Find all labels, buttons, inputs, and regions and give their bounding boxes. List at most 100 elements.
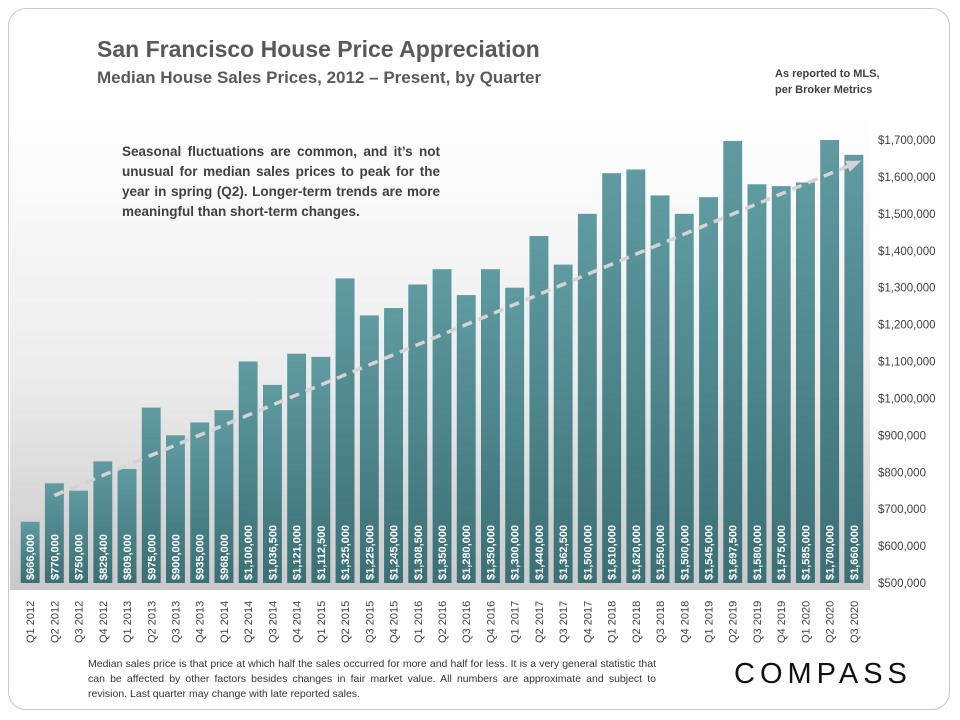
x-tick-label: Q2 2015 — [340, 601, 352, 643]
x-axis: Q1 2012 Q2 2012 Q3 2012 Q4 2012 Q1 2013 Q2 20… — [25, 601, 861, 643]
data-label: $1,697,500 — [728, 525, 740, 580]
x-tick-label: Q1 2018 — [607, 601, 619, 643]
y-tick-label: $1,100,000 — [878, 357, 936, 369]
x-tick-label: Q3 2012 — [74, 601, 86, 643]
data-label: $1,325,000 — [340, 525, 352, 580]
data-label: $1,660,000 — [849, 525, 861, 580]
bar-q1-2013 — [117, 468, 137, 583]
bar-q3-2016 — [456, 295, 476, 583]
x-tick-label: Q2 2013 — [146, 601, 158, 643]
x-tick-label: Q4 2014 — [292, 601, 304, 643]
y-tick-label: $1,400,000 — [878, 246, 936, 258]
bar-q2-2016 — [432, 269, 452, 583]
x-tick-label: Q3 2016 — [461, 601, 473, 643]
seasonal-annotation: Seasonal fluctuations are common, and it… — [122, 144, 440, 219]
bar-q2-2020 — [820, 140, 840, 583]
bar-q3-2014 — [263, 384, 282, 583]
y-tick-label: $1,300,000 — [878, 283, 936, 295]
data-label: $1,550,000 — [655, 525, 667, 580]
bar-q3-2013 — [166, 435, 185, 583]
x-tick-label: Q1 2012 — [25, 601, 37, 643]
bar-q1-2017 — [505, 287, 525, 583]
data-label: $1,350,000 — [486, 525, 498, 580]
data-label: $1,545,000 — [704, 525, 716, 580]
x-tick-label: Q4 2012 — [98, 601, 110, 643]
y-tick-label: $1,700,000 — [878, 135, 936, 147]
trend-arrow-head — [845, 160, 862, 172]
data-label: $1,245,000 — [389, 525, 401, 580]
x-tick-label: Q3 2014 — [267, 601, 279, 643]
y-tick-label: $600,000 — [878, 541, 926, 553]
data-label: $935,000 — [195, 534, 207, 580]
trend-line — [53, 160, 859, 498]
data-label: $968,000 — [219, 534, 231, 580]
y-tick-label: $800,000 — [878, 467, 926, 479]
data-label: $1,036,500 — [267, 525, 279, 580]
data-label: $975,000 — [146, 534, 158, 580]
data-labels-layer: $666,000 $770,000 $750,000 $829,400 $809,000… — [25, 525, 861, 580]
x-tick-label: Q2 2012 — [49, 601, 61, 643]
bar-q3-2018 — [650, 195, 670, 583]
x-tick-label: Q2 2017 — [534, 601, 546, 643]
x-tick-label: Q2 2020 — [825, 601, 837, 643]
chart-title: San Francisco House Price Appreciation — [97, 36, 540, 62]
chart-subtitle: Median House Sales Prices, 2012 – Presen… — [97, 68, 542, 87]
x-tick-label: Q1 2015 — [316, 601, 328, 643]
y-tick-label: $700,000 — [878, 504, 926, 516]
data-label: $1,610,000 — [607, 525, 619, 580]
bar-q4-2019 — [771, 186, 791, 583]
data-label: $1,580,000 — [752, 525, 764, 580]
data-label: $829,400 — [98, 534, 110, 580]
bar-q2-2015 — [335, 278, 355, 583]
data-label: $1,350,000 — [437, 525, 449, 580]
x-tick-label: Q1 2016 — [413, 601, 425, 643]
bar-q4-2013 — [190, 422, 210, 583]
data-label: $750,000 — [74, 534, 86, 580]
data-label: $1,308,500 — [413, 525, 425, 580]
x-tick-label: Q4 2017 — [582, 601, 594, 643]
data-label: $1,500,000 — [679, 525, 691, 580]
bar-q4-2017 — [577, 213, 597, 584]
data-label: $1,280,000 — [461, 525, 473, 580]
footnote: Median sales price is that price at whic… — [88, 658, 656, 700]
bar-q2-2017 — [529, 236, 549, 583]
x-tick-label: Q2 2019 — [728, 601, 740, 643]
x-tick-label: Q4 2016 — [486, 601, 498, 643]
data-label: $1,620,000 — [631, 525, 643, 580]
bar-q4-2016 — [481, 269, 500, 583]
bar-q2-2012 — [44, 483, 64, 583]
y-axis: $500,000 $600,000 $700,000 $800,000 $900,000… — [878, 135, 936, 590]
y-tick-label: $1,000,000 — [878, 393, 936, 405]
x-tick-label: Q1 2017 — [510, 601, 522, 643]
data-label: $1,585,000 — [800, 525, 812, 580]
x-tick-label: Q1 2019 — [704, 601, 716, 643]
x-tick-label: Q1 2014 — [219, 601, 231, 643]
source-note-line-1: As reported to MLS, — [775, 68, 880, 80]
bar-q2-2018 — [626, 169, 646, 583]
data-label: $1,500,000 — [582, 525, 594, 580]
bar-q4-2014 — [287, 353, 307, 583]
x-tick-label: Q4 2019 — [776, 601, 788, 643]
data-label: $900,000 — [171, 534, 183, 580]
bar-q1-2014 — [214, 410, 234, 583]
bar-q4-2012 — [93, 461, 113, 583]
bar-q3-2017 — [553, 264, 573, 583]
data-label: $1,362,500 — [558, 525, 570, 580]
data-label: $770,000 — [49, 534, 61, 580]
bar-q1-2018 — [602, 173, 622, 583]
x-tick-label: Q3 2020 — [849, 601, 861, 643]
x-tick-label: Q3 2013 — [171, 601, 183, 643]
x-tick-label: Q4 2018 — [679, 601, 691, 643]
bar-q3-2019 — [747, 184, 767, 584]
x-tick-label: Q1 2013 — [122, 601, 134, 643]
bar-q3-2012 — [69, 490, 88, 583]
bar-q1-2015 — [311, 356, 331, 583]
x-tick-label: Q1 2020 — [800, 601, 812, 643]
trend-layer — [53, 160, 862, 498]
data-label: $1,100,000 — [243, 525, 255, 580]
y-tick-label: $1,600,000 — [878, 172, 936, 184]
data-label: $1,700,000 — [825, 525, 837, 580]
data-label: $1,300,000 — [510, 525, 522, 580]
bars-layer — [20, 140, 864, 584]
